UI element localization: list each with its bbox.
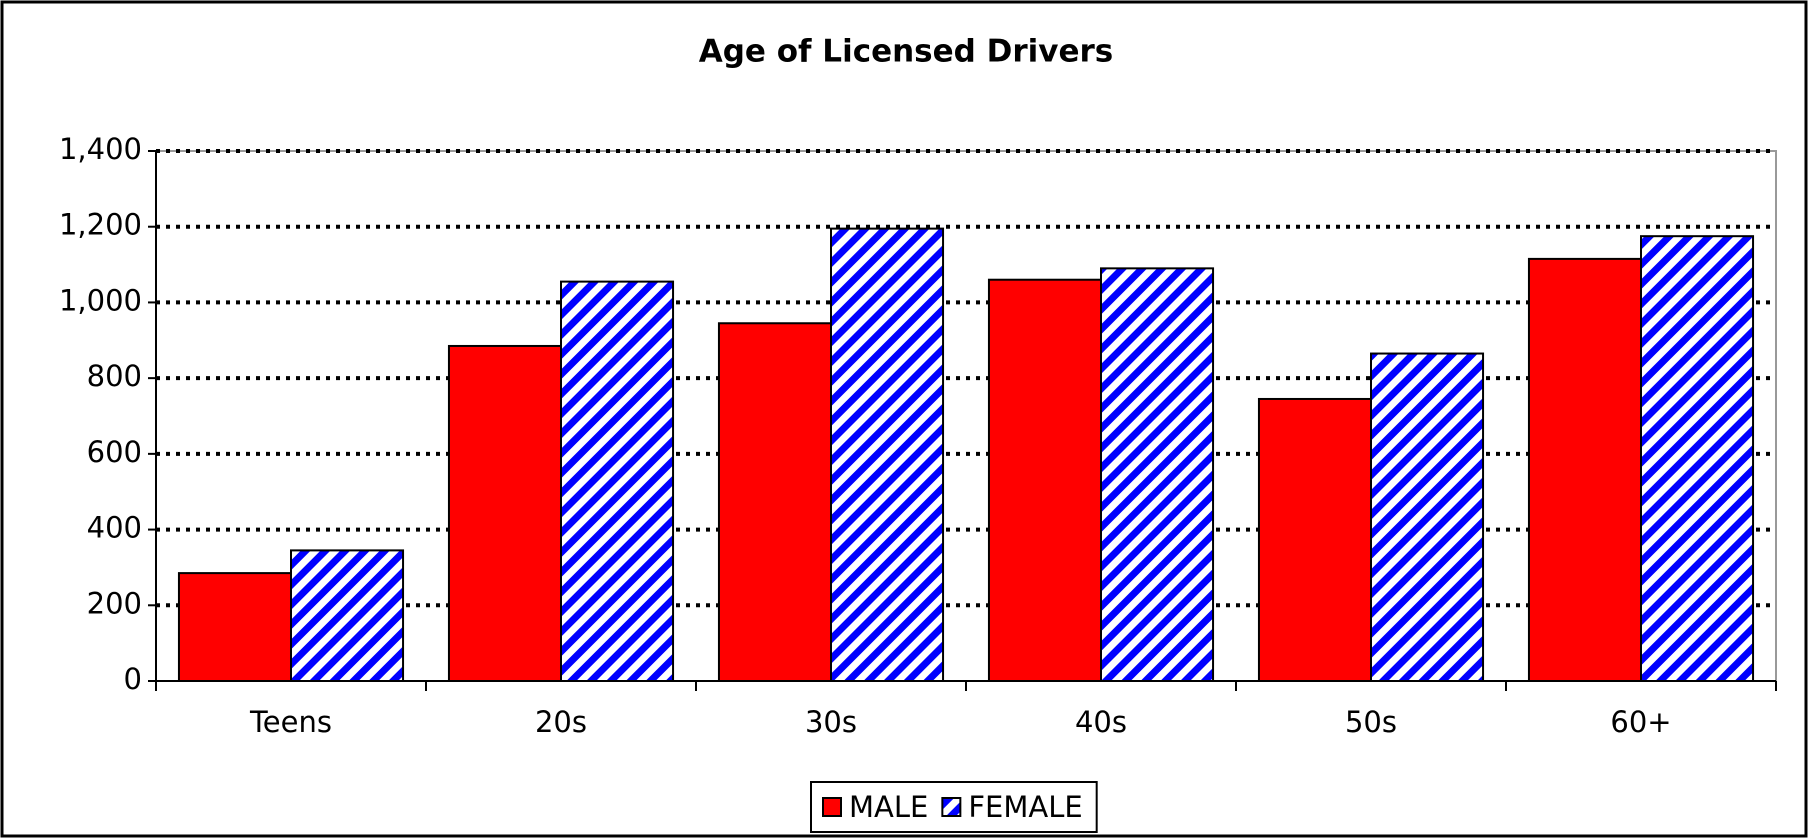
- x-tick-label: 50s: [1345, 705, 1397, 739]
- bar: [717, 322, 833, 682]
- legend-swatch: [822, 797, 842, 817]
- y-tick-label: 200: [87, 586, 142, 620]
- legend-label: MALE: [849, 790, 928, 824]
- y-tick-label: 1,000: [59, 283, 142, 317]
- x-tick-label: 40s: [1075, 705, 1127, 739]
- y-tick-label: 400: [87, 511, 142, 545]
- bar: [830, 227, 945, 682]
- plot-area: [155, 150, 1777, 682]
- bar: [1100, 267, 1215, 682]
- bar: [290, 549, 405, 683]
- chart-title: Age of Licensed Drivers: [699, 34, 1114, 70]
- legend-swatch: [941, 797, 962, 817]
- y-tick-label: 800: [87, 359, 142, 393]
- y-tick-label: 1,400: [59, 132, 142, 166]
- bar: [1370, 352, 1485, 682]
- bar: [987, 278, 1103, 682]
- bar: [1527, 257, 1642, 682]
- bar: [560, 280, 675, 682]
- x-tick-label: Teens: [249, 705, 332, 739]
- legend-label: FEMALE: [968, 790, 1082, 824]
- bar: [1257, 397, 1372, 682]
- bar: [447, 344, 563, 682]
- x-tick-label: 20s: [535, 705, 587, 739]
- x-tick-label: 30s: [805, 705, 857, 739]
- x-tick-label: 60+: [1610, 705, 1671, 739]
- y-tick-label: 1,200: [59, 208, 142, 242]
- legend: [810, 781, 1098, 833]
- y-tick-label: 600: [87, 435, 142, 469]
- y-tick-label: 0: [124, 662, 142, 696]
- bar: [177, 572, 292, 682]
- bar: [1640, 235, 1755, 683]
